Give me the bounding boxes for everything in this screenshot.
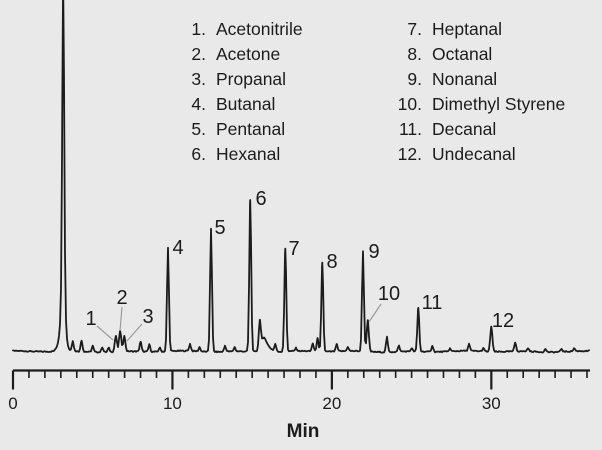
legend-item-name: Acetone	[216, 44, 281, 64]
peak-number-label: 10	[378, 283, 400, 305]
peak-number-label: 8	[326, 251, 337, 273]
legend-item-name: Dimethyl Styrene	[432, 94, 566, 114]
peak-number-label: 11	[422, 292, 443, 314]
legend-item-number: 11.	[398, 119, 422, 139]
legend-item-number: 8.	[407, 44, 422, 64]
legend-item: 7. Heptanal	[376, 17, 602, 42]
peak-number-label: 7	[288, 238, 299, 260]
peak-number-label: 5	[214, 217, 225, 239]
legend-item: 2. Acetone	[168, 42, 368, 67]
legend-item: 3. Propanal	[168, 67, 368, 92]
x-axis-tick-label: 30	[482, 394, 501, 413]
legend-item-name: Heptanal	[432, 19, 503, 39]
peak-callout-line	[119, 306, 123, 332]
legend-item-name: Decanal	[432, 119, 497, 139]
legend-item: 5. Pentanal	[168, 117, 368, 142]
legend-item-number: 2.	[191, 44, 206, 64]
peak-number-label: 3	[142, 306, 153, 328]
legend-item: 12. Undecanal	[376, 142, 602, 167]
peak-callout-line	[126, 323, 143, 342]
peak-number-label: 2	[116, 287, 127, 309]
legend-item: 10. Dimethyl Styrene	[376, 92, 602, 117]
legend-item-name: Pentanal	[216, 119, 286, 139]
legend-item-number: 6.	[191, 144, 206, 164]
chromatogram-trace	[12, 0, 590, 354]
peak-callout-line	[368, 303, 382, 323]
legend-item-number: 3.	[191, 69, 206, 89]
legend-item-number: 4.	[191, 94, 206, 114]
legend-item-number: 10.	[397, 94, 422, 114]
legend-item: 6. Hexanal	[168, 142, 368, 167]
legend-item-name: Octanal	[432, 44, 493, 64]
legend-item-name: Propanal	[216, 69, 287, 89]
legend-item-number: 7.	[407, 19, 422, 39]
x-axis-tick-label: 10	[163, 394, 182, 413]
legend-item-number: 5.	[191, 119, 206, 139]
peak-number-label: 6	[255, 188, 266, 210]
legend-item-number: 9.	[407, 69, 422, 89]
peak-number-label: 9	[368, 241, 379, 263]
legend-item-name: Nonanal	[432, 69, 498, 89]
legend-item-number: 12.	[397, 144, 422, 164]
legend-item: 9. Nonanal	[376, 67, 602, 92]
legend-item: 8. Octanal	[376, 42, 602, 67]
x-axis-tick-label: 0	[8, 394, 17, 413]
legend-item-number: 1.	[191, 19, 206, 39]
legend-column-left: 1. Acetonitrile 2. Acetone 3. Propanal 4. Bu…	[168, 17, 368, 167]
x-axis-tick-label: 20	[322, 394, 341, 413]
legend-item: 4. Butanal	[168, 92, 368, 117]
legend-column-right: 7. Heptanal 8. Octanal 9. Nonanal 10. Dimeth…	[376, 17, 602, 167]
peak-number-label: 12	[492, 310, 514, 332]
axis-title: Min	[286, 421, 320, 442]
legend-item-name: Butanal	[216, 94, 276, 114]
legend-item: 1. Acetonitrile	[168, 17, 368, 42]
legend-item: 11. Decanal	[376, 117, 602, 142]
legend-item-name: Undecanal	[432, 144, 516, 164]
peak-number-label: 1	[85, 308, 96, 330]
legend-item-name: Hexanal	[216, 144, 281, 164]
peak-number-label: 4	[172, 237, 183, 259]
peak-callout-line	[96, 325, 114, 341]
legend-item-name: Acetonitrile	[216, 19, 303, 39]
